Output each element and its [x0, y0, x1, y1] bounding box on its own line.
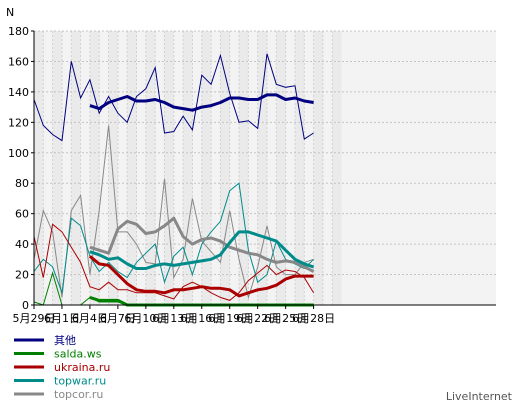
y-tick-label: 0: [22, 299, 29, 312]
x-tick-label: 6月7日: [100, 312, 136, 325]
y-tick-label: 180: [8, 25, 29, 38]
series-line-other: [33, 53, 314, 142]
series-average-line-other: [89, 93, 314, 112]
y-tick-label: 20: [15, 269, 29, 282]
x-tick-label: 6月19日: [208, 312, 251, 325]
legend-label: topwar.ru: [54, 375, 106, 388]
series-line-topwar-ru: [33, 182, 314, 293]
y-tick-label: 120: [8, 116, 29, 129]
y-tick-label: 160: [8, 55, 29, 68]
y-tick-label: 40: [15, 238, 29, 251]
legend-label: salda.ws: [54, 348, 102, 361]
y-tick-label: 140: [8, 86, 29, 99]
x-tick-label: 6月16日: [180, 312, 223, 325]
y-axis-label: N: [6, 6, 14, 19]
axes: [33, 31, 496, 306]
y-tick-label: 100: [8, 147, 29, 160]
y-tick-label: 60: [15, 208, 29, 221]
liveinternet-brand: LiveInternet: [446, 390, 513, 403]
series-average-line-topwar-ru: [89, 230, 315, 270]
series-average-line-ukraina-ru: [88, 255, 314, 298]
x-tick-label: 6月25日: [264, 312, 307, 325]
legend-label: 其他: [54, 334, 76, 347]
x-tick-label: 5月29日: [13, 312, 56, 325]
series-line-ukraina-ru: [33, 223, 315, 301]
x-tick-label: 6月22日: [236, 312, 279, 325]
series-line-topcor-ru: [33, 125, 314, 300]
legend-label: topcor.ru: [54, 388, 103, 401]
x-tick-label: 6月28日: [292, 312, 335, 325]
x-tick-label: 6月4日: [72, 312, 108, 325]
legend-label: ukraina.ru: [54, 361, 110, 374]
x-tick-label: 6月13日: [152, 312, 195, 325]
y-tick-label: 80: [15, 177, 29, 190]
x-tick-label: 6月10日: [124, 312, 167, 325]
series-average-line-topcor-ru: [89, 216, 315, 273]
x-tick-label: 6月1日: [44, 312, 80, 325]
